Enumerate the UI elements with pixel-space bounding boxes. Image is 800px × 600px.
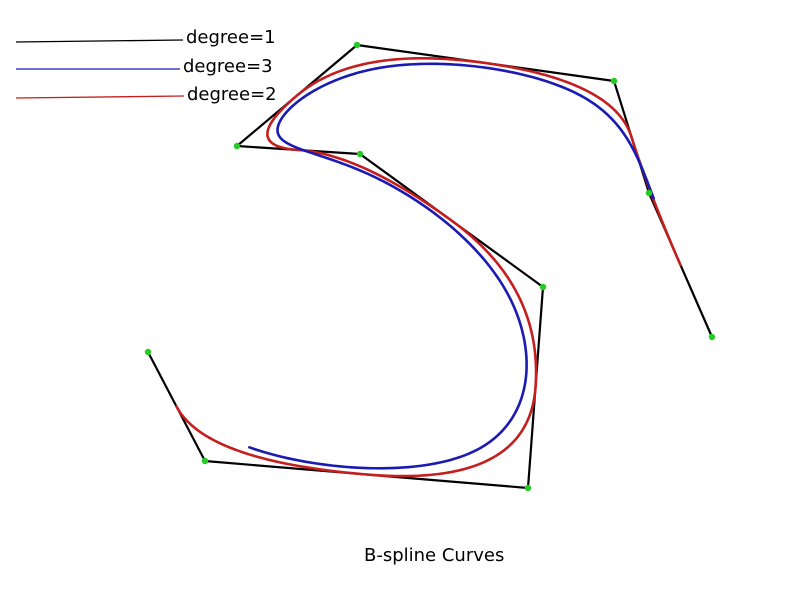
control-points-layer [144, 41, 716, 492]
control-point-10 [708, 333, 716, 341]
legend: degree=1 degree=3 degree=2 [15, 27, 277, 105]
curve-degree-3 [248, 62, 655, 470]
control-point-4 [539, 283, 547, 291]
curve-degree-2 [175, 56, 682, 478]
control-point-9 [645, 189, 653, 197]
figure-caption: B-spline Curves [364, 545, 504, 566]
control-point-6 [233, 142, 241, 150]
control-point-7 [353, 41, 361, 49]
legend-line-degree-1 [15, 39, 184, 43]
legend-label-degree-1: degree=1 [186, 27, 276, 48]
legend-label-degree-2: degree=2 [187, 84, 277, 105]
control-point-3 [524, 484, 532, 492]
control-point-2 [201, 457, 209, 465]
legend-label-degree-3: degree=3 [183, 56, 273, 77]
control-point-1 [144, 348, 152, 356]
control-point-5 [356, 150, 364, 158]
control-point-8 [610, 77, 618, 85]
curves-layer [146, 43, 714, 490]
curve-degree-1 [146, 43, 714, 490]
legend-line-degree-2 [15, 95, 185, 99]
